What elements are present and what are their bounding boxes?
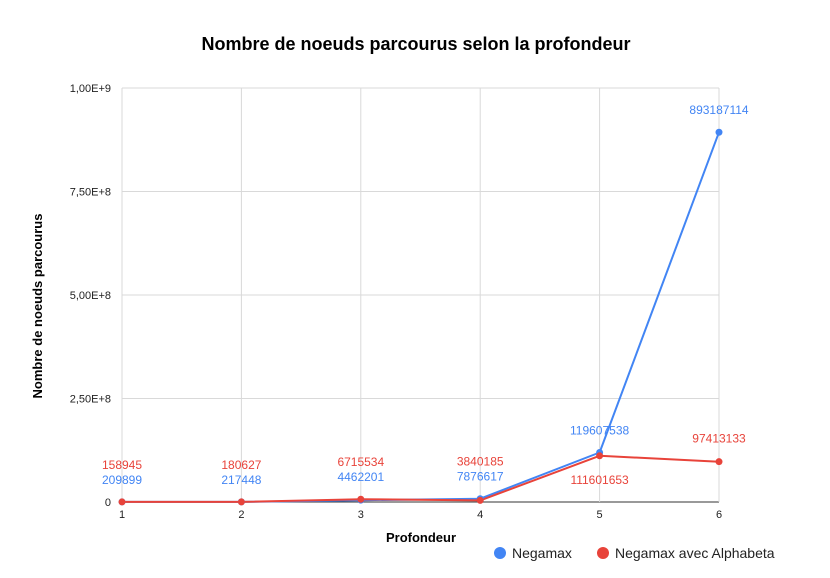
data-label-negamax: 209899 <box>102 473 142 487</box>
data-point-2 <box>357 495 365 503</box>
data-label-negamax: 217448 <box>221 473 261 487</box>
series-line-2 <box>122 454 720 503</box>
x-axis-title: Profondeur <box>386 530 456 545</box>
data-label-alphabeta: 111601653 <box>570 473 629 487</box>
y-tick-label: 0 <box>105 497 111 509</box>
data-label-negamax: 119607538 <box>570 423 630 437</box>
data-label-alphabeta: 6715534 <box>337 455 384 469</box>
x-tick-label: 3 <box>358 509 364 521</box>
series-lines <box>122 131 720 503</box>
x-tick-label: 6 <box>716 509 722 521</box>
x-tick-label: 2 <box>238 509 244 521</box>
legend-label-1: Negamax <box>512 545 572 561</box>
data-label-negamax: 4462201 <box>337 470 384 484</box>
series-points <box>118 128 723 506</box>
x-tick-label: 5 <box>597 509 603 521</box>
data-label-negamax: 7876617 <box>457 470 504 484</box>
x-tick-label: 4 <box>477 509 483 521</box>
data-point-2 <box>237 498 245 506</box>
legend: Negamax Negamax avec Alphabeta <box>494 545 775 561</box>
data-point-2 <box>118 498 126 506</box>
x-tick-label: 1 <box>119 509 125 521</box>
data-label-alphabeta: 3840185 <box>457 455 504 469</box>
y-tick-label: 5,00E+8 <box>70 290 111 302</box>
y-tick-label: 2,50E+8 <box>70 394 111 406</box>
legend-label-2: Negamax avec Alphabeta <box>615 545 775 561</box>
data-point-1 <box>715 128 723 136</box>
legend-marker-2 <box>597 547 609 559</box>
data-label-alphabeta: 158945 <box>102 458 142 472</box>
data-point-2 <box>596 452 604 460</box>
y-tick-label: 7,50E+8 <box>70 187 111 199</box>
y-axis-title: Nombre de noeuds parcourus <box>30 214 45 399</box>
x-axis-ticks: 1 2 3 4 5 6 <box>119 509 722 521</box>
data-label-negamax: 893187114 <box>689 103 749 117</box>
series-line-1 <box>122 131 720 503</box>
data-label-alphabeta: 180627 <box>221 458 261 472</box>
data-point-2 <box>715 458 723 466</box>
grid <box>121 87 720 503</box>
y-tick-label: 1,00E+9 <box>70 83 111 95</box>
data-point-2 <box>476 496 484 504</box>
legend-marker-1 <box>494 547 506 559</box>
y-axis-ticks: 0 2,50E+8 5,00E+8 7,50E+8 1,00E+9 <box>70 83 111 509</box>
chart-title: Nombre de noeuds parcourus selon la prof… <box>201 34 630 54</box>
data-label-alphabeta: 97413133 <box>692 432 746 446</box>
